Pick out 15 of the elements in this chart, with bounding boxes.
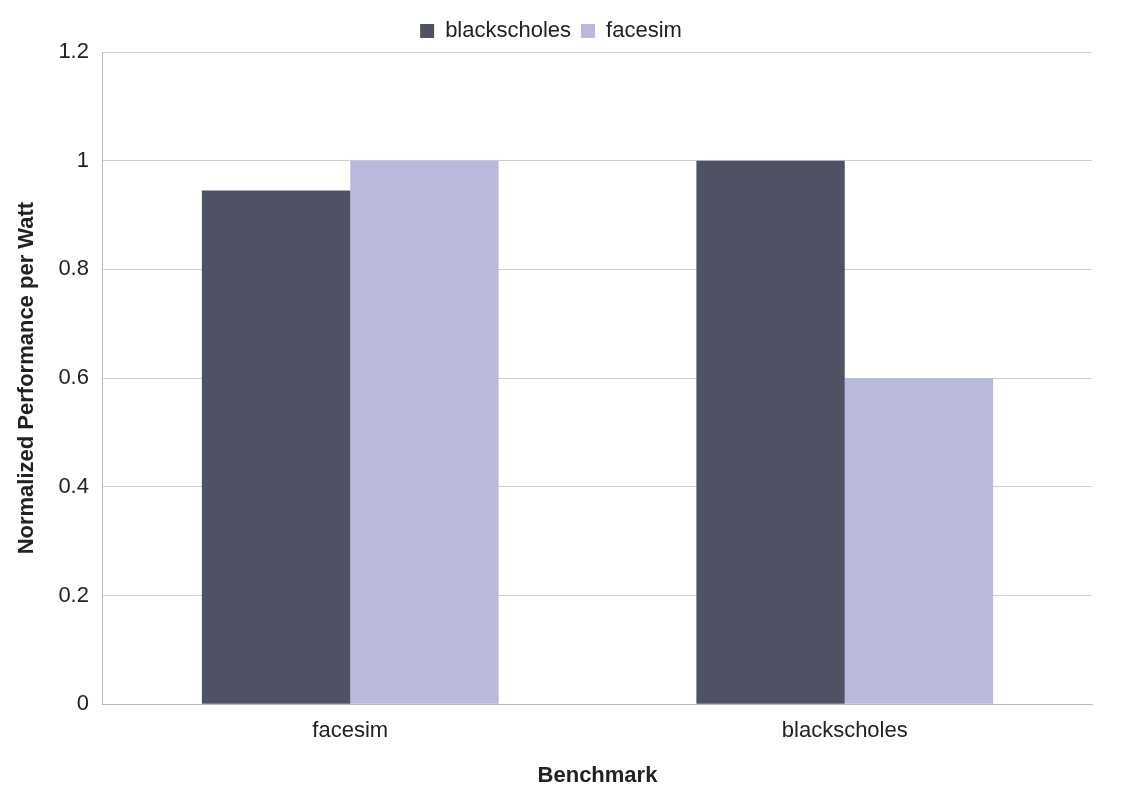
legend-label: facesim <box>606 17 682 43</box>
y-tick-label: 0.2 <box>58 581 89 607</box>
y-tick-label: 1.2 <box>58 38 89 64</box>
bar <box>696 160 845 704</box>
y-tick-label: 0.8 <box>58 255 89 281</box>
legend-label: blackscholes <box>445 17 572 43</box>
y-tick-label: 0 <box>76 690 89 716</box>
bar <box>350 160 499 704</box>
y-tick-label: 0.6 <box>58 364 89 390</box>
bar <box>844 378 994 704</box>
bar <box>201 190 351 704</box>
y-tick-label: 0.4 <box>58 472 89 498</box>
y-axis-title: Normalized Performance per Watt <box>13 201 39 555</box>
x-axis-title: Benchmark <box>537 761 659 787</box>
y-tick-label: 1 <box>76 146 89 172</box>
